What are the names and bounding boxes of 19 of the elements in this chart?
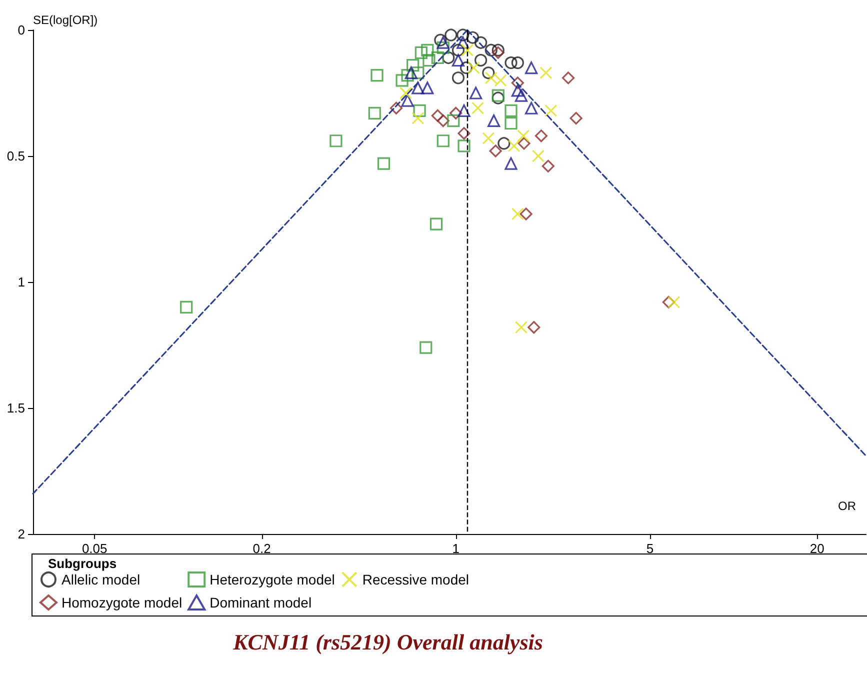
legend-label: Heterozygote model <box>210 572 335 588</box>
y-tick-label: 0 <box>18 22 25 38</box>
y-tick-label: 2 <box>18 526 25 542</box>
x-axis-title: OR <box>838 499 856 513</box>
y-axis-title: SE(log[OR]) <box>33 13 98 27</box>
x-tick-label: 20 <box>810 541 824 556</box>
x-tick-label: 0.05 <box>82 541 108 556</box>
x-tick-label: 1 <box>452 541 460 556</box>
y-tick-label: 1 <box>18 274 25 290</box>
text: KCNJ11 (rs5219) Overall analysis <box>232 630 543 654</box>
x-tick-label: 5 <box>646 541 654 556</box>
legend-title: Subgroups <box>48 556 117 571</box>
y-tick-label: 0.5 <box>6 148 25 164</box>
x-tick-label: 0.2 <box>252 541 271 556</box>
legend-label: Recessive model <box>362 572 470 588</box>
legend-label: Dominant model <box>210 594 312 610</box>
legend-label: Homozygote model <box>62 594 182 610</box>
legend-label: Allelic model <box>62 572 140 588</box>
y-tick-label: 1.5 <box>6 400 25 416</box>
